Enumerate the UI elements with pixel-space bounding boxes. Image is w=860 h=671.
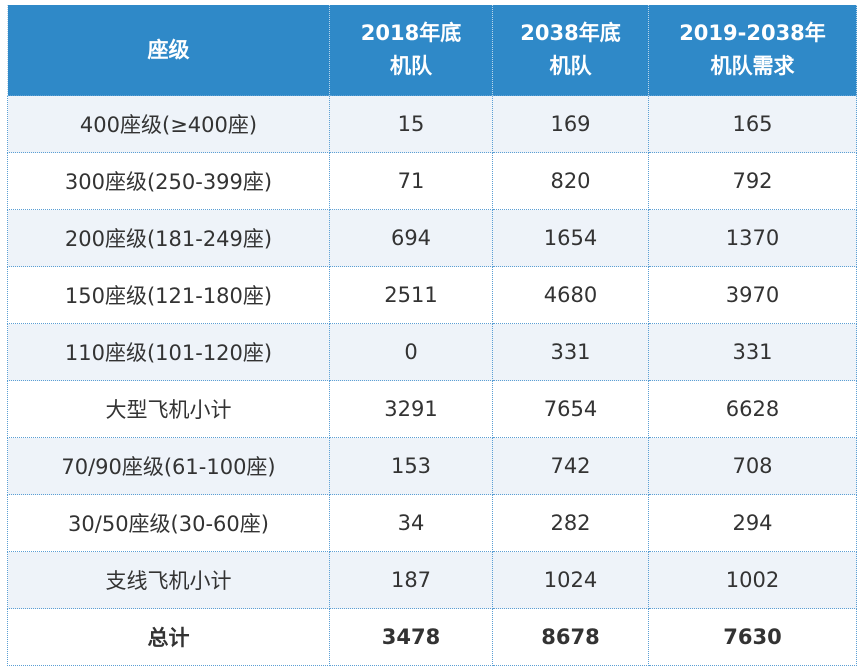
fleet-2038-cell: 4680	[492, 266, 649, 324]
table-row: 150座级(121-180座) 2511 4680 3970	[7, 266, 857, 324]
seat-class-cell: 大型飞机小计	[7, 380, 330, 438]
fleet-2038-cell: 742	[492, 437, 649, 495]
table-row: 400座级(≥400座) 15 169 165	[7, 95, 857, 153]
seat-class-cell: 70/90座级(61-100座)	[7, 437, 330, 495]
seat-class-cell: 300座级(250-399座)	[7, 152, 330, 210]
fleet-demand-cell: 294	[648, 494, 857, 552]
header-row: 座级 2018年底 机队 2038年底 机队 2019-2038年 机队需求	[7, 5, 857, 96]
fleet-table-container: 座级 2018年底 机队 2038年底 机队 2019-2038年 机队需求 4…	[7, 5, 857, 666]
fleet-2038-cell: 820	[492, 152, 649, 210]
table-body: 400座级(≥400座) 15 169 165 300座级(250-399座) …	[7, 95, 857, 666]
fleet-demand-cell: 1370	[648, 209, 857, 267]
fleet-2038-cell: 169	[492, 95, 649, 153]
header-seat-class: 座级	[7, 5, 330, 96]
table-header: 座级 2018年底 机队 2038年底 机队 2019-2038年 机队需求	[7, 5, 857, 96]
fleet-2018-cell: 34	[329, 494, 493, 552]
fleet-2018-cell: 694	[329, 209, 493, 267]
seat-class-cell: 支线飞机小计	[7, 551, 330, 609]
fleet-2018-cell: 3291	[329, 380, 493, 438]
header-fleet-2018-line-2: 机队	[390, 54, 432, 78]
fleet-demand-cell: 331	[648, 323, 857, 381]
header-fleet-2038-line-2: 机队	[549, 54, 592, 78]
fleet-2018-cell: 153	[329, 437, 493, 495]
header-fleet-2038-line-1: 2038年底	[520, 21, 621, 45]
seat-class-cell: 200座级(181-249座)	[7, 209, 330, 267]
fleet-2038-cell: 1024	[492, 551, 649, 609]
fleet-2018-cell: 2511	[329, 266, 493, 324]
header-fleet-2038: 2038年底 机队	[492, 5, 649, 96]
total-row: 总计 3478 8678 7630	[7, 608, 857, 666]
fleet-demand-cell: 165	[648, 95, 857, 153]
seat-class-cell: 400座级(≥400座)	[7, 95, 330, 153]
total-label-cell: 总计	[7, 608, 330, 666]
table-row: 70/90座级(61-100座) 153 742 708	[7, 437, 857, 495]
table-row: 大型飞机小计 3291 7654 6628	[7, 380, 857, 438]
header-fleet-demand-line-2: 机队需求	[710, 54, 795, 78]
fleet-2018-cell: 0	[329, 323, 493, 381]
table-row: 支线飞机小计 187 1024 1002	[7, 551, 857, 609]
header-fleet-2018-line-1: 2018年底	[360, 21, 462, 45]
seat-class-cell: 30/50座级(30-60座)	[7, 494, 330, 552]
fleet-2038-cell: 7654	[492, 380, 649, 438]
seat-class-cell: 150座级(121-180座)	[7, 266, 330, 324]
header-fleet-demand-line-1: 2019-2038年	[679, 21, 826, 45]
fleet-demand-cell: 1002	[648, 551, 857, 609]
fleet-demand-cell: 6628	[648, 380, 857, 438]
header-seat-class-line-1: 座级	[147, 37, 190, 62]
fleet-demand-cell: 792	[648, 152, 857, 210]
fleet-2018-cell: 71	[329, 152, 493, 210]
fleet-2038-cell: 331	[492, 323, 649, 381]
fleet-2018-cell: 187	[329, 551, 493, 609]
fleet-demand-cell: 3970	[648, 266, 857, 324]
table-row: 300座级(250-399座) 71 820 792	[7, 152, 857, 210]
fleet-forecast-table: 座级 2018年底 机队 2038年底 机队 2019-2038年 机队需求 4…	[7, 5, 857, 666]
header-fleet-demand: 2019-2038年 机队需求	[648, 5, 857, 96]
fleet-2038-cell: 282	[492, 494, 649, 552]
fleet-2038-cell: 1654	[492, 209, 649, 267]
seat-class-cell: 110座级(101-120座)	[7, 323, 330, 381]
total-fleet-2018-cell: 3478	[329, 608, 493, 666]
table-row: 30/50座级(30-60座) 34 282 294	[7, 494, 857, 552]
table-row: 110座级(101-120座) 0 331 331	[7, 323, 857, 381]
total-fleet-2038-cell: 8678	[492, 608, 649, 666]
header-fleet-2018: 2018年底 机队	[329, 5, 493, 96]
fleet-2018-cell: 15	[329, 95, 493, 153]
total-fleet-demand-cell: 7630	[648, 608, 857, 666]
fleet-demand-cell: 708	[648, 437, 857, 495]
table-row: 200座级(181-249座) 694 1654 1370	[7, 209, 857, 267]
